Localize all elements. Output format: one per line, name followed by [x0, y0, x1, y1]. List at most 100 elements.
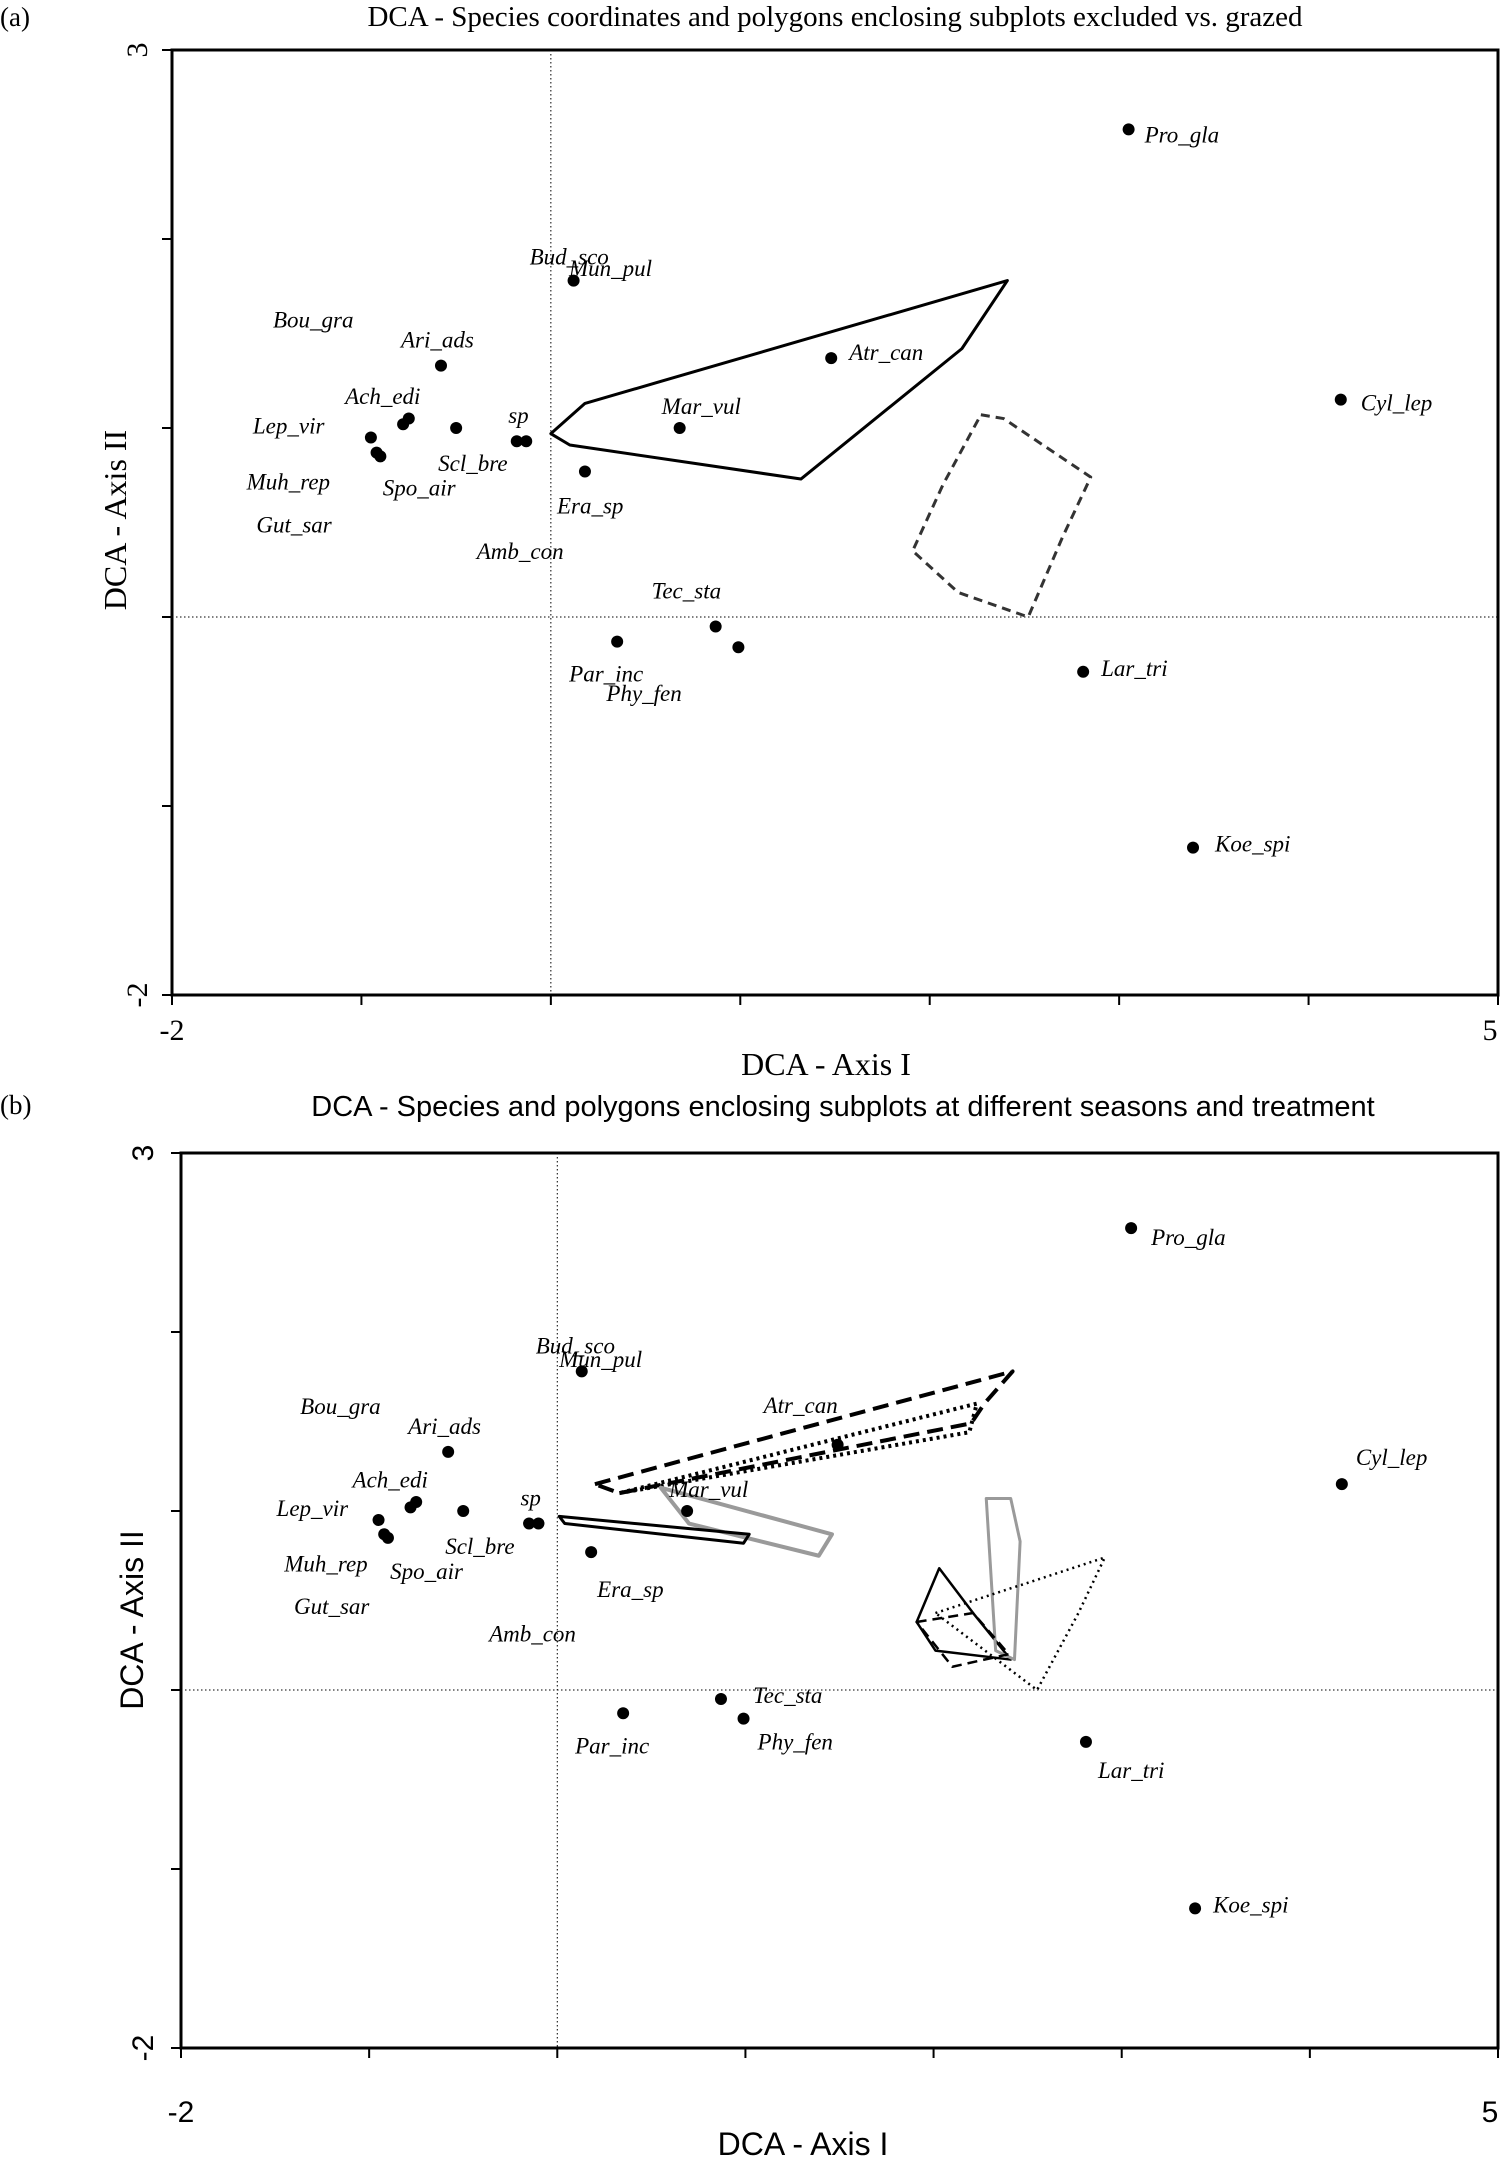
species-label-ach_edi: Ach_edi: [351, 1467, 428, 1492]
species-point-lep_vir: [372, 1513, 385, 1526]
species-label-phy_fen: Phy_fen: [757, 1730, 833, 1755]
polygon-solid-black: [549, 279, 1009, 481]
species-label-lep_vir: Lep_vir: [252, 413, 326, 438]
species-label-amb_con: Amb_con: [475, 539, 564, 564]
species-label-cyl_lep: Cyl_lep: [1361, 391, 1433, 416]
y-axis-label: DCA - Axis II: [97, 430, 133, 610]
species-label-lep_vir: Lep_vir: [276, 1496, 350, 1521]
species-point-gut_sar: [374, 450, 387, 463]
species-label-cyl_lep: Cyl_lep: [1356, 1445, 1428, 1470]
species-label-sp: sp: [508, 403, 528, 428]
species-point-lar_tri: [1079, 1735, 1092, 1748]
chart-title: DCA - Species coordinates and polygons e…: [367, 1, 1303, 33]
species-label-amb_con: Amb_con: [487, 1622, 576, 1647]
panel-b: (b) DCA - Species and polygons enclosing …: [0, 1090, 1500, 2160]
species-point-phy_fen: [737, 1712, 750, 1725]
species-point-par_inc: [611, 635, 624, 648]
species-point-scl_bre: [450, 422, 463, 434]
polygon-solid-black-thin: [915, 1567, 1012, 1661]
species-label-ari_ads: Ari_ads: [399, 328, 474, 353]
species-point-mar_vul: [681, 1505, 694, 1517]
species-label-muh_rep: Muh_rep: [246, 470, 330, 495]
polygon-dashed-black-thick: [592, 1369, 1015, 1496]
x-tick-label: -2: [160, 1014, 185, 1047]
species-label-ach_edi: Ach_edi: [343, 384, 420, 409]
species-label-phy_fen: Phy_fen: [605, 681, 681, 706]
species-label-mar_vul: Mar_vul: [668, 1477, 748, 1502]
species-label-gut_sar: Gut_sar: [294, 1594, 370, 1619]
species-point-scl_bre: [457, 1505, 470, 1517]
y-tick-label: 3: [121, 43, 154, 58]
species-label-ari_ads: Ari_ads: [406, 1414, 481, 1439]
species-point-par_inc: [617, 1707, 630, 1720]
species-label-atr_can: Atr_can: [847, 340, 923, 365]
x-tick-label: -2: [168, 2096, 195, 2129]
species-label-bou_gra: Bou_gra: [300, 1394, 381, 1419]
species-label-koe_spi: Koe_spi: [1214, 832, 1290, 857]
y-tick-label: -2: [121, 983, 154, 1008]
panel-a: (a) DCA - Species coordinates and polygon…: [0, 1, 1500, 1082]
y-tick-label: -2: [127, 2035, 160, 2062]
species-label-scl_bre: Scl_bre: [445, 1534, 514, 1559]
species-label-mar_vul: Mar_vul: [661, 394, 741, 419]
species-point-ari_ads: [442, 1445, 455, 1458]
species-label-mun_pul: Mun_pul: [568, 256, 652, 281]
species-point-atr_can: [831, 1438, 844, 1451]
polygon-solid-gray: [658, 1485, 834, 1558]
polygon-solid-gray-thin: [984, 1496, 1022, 1662]
species-point-koe_spi: [1189, 1902, 1202, 1915]
species-label-mun_pul: Mun_pul: [558, 1347, 642, 1372]
species-point-koe_spi: [1187, 841, 1200, 854]
species-point-bud_sco: [567, 274, 580, 287]
panel-letter: (b): [0, 1090, 31, 1120]
species-label-par_inc: Par_inc: [568, 662, 643, 687]
species-point-spo_air: [402, 412, 415, 425]
species-point-pro_gla: [1122, 123, 1135, 136]
species-point-bud_sco: [575, 1365, 588, 1378]
species-point-cyl_lep: [1335, 1478, 1348, 1491]
species-point-lep_vir: [364, 431, 377, 444]
chart-title: DCA - Species and polygons enclosing sub…: [311, 1091, 1374, 1123]
species-point-tec_sta: [709, 620, 722, 633]
species-label-pro_gla: Pro_gla: [1144, 122, 1220, 147]
species-label-spo_air: Spo_air: [390, 1559, 464, 1584]
y-axis-label: DCA - Axis II: [114, 1530, 150, 1710]
species-point-sp: [520, 435, 533, 448]
panel-letter: (a): [0, 2, 30, 32]
y-tick-label: 3: [127, 1145, 160, 1162]
polygon-dashed-black-thin: [915, 1611, 1011, 1668]
species-label-era_sp: Era_sp: [596, 1577, 663, 1602]
species-label-scl_bre: Scl_bre: [438, 451, 507, 476]
species-label-bud_sco: Bud_sco: [530, 245, 609, 270]
species-point-atr_can: [825, 352, 838, 365]
species-point-cyl_lep: [1334, 393, 1347, 406]
species-label-gut_sar: Gut_sar: [256, 512, 332, 537]
species-point-phy_fen: [732, 641, 745, 654]
species-point-amb_con: [510, 435, 523, 448]
plot-frame: [179, 1151, 1500, 2050]
polygon-dotted-black-thin: [934, 1556, 1107, 1692]
species-label-koe_spi: Koe_spi: [1212, 1892, 1288, 1917]
species-point-mar_vul: [673, 422, 686, 434]
species-label-pro_gla: Pro_gla: [1150, 1225, 1226, 1250]
x-axis-label: DCA - Axis I: [741, 1046, 911, 1082]
species-point-tec_sta: [714, 1692, 727, 1705]
plot-frame: [170, 48, 1500, 997]
species-label-bou_gra: Bou_gra: [273, 308, 354, 333]
species-label-par_inc: Par_inc: [574, 1733, 649, 1758]
x-tick-label: 5: [1483, 1014, 1498, 1047]
x-axis-label: DCA - Axis I: [718, 2126, 889, 2160]
species-point-pro_gla: [1125, 1222, 1138, 1235]
species-point-amb_con: [523, 1517, 536, 1530]
species-label-spo_air: Spo_air: [383, 476, 457, 501]
polygon-dotted-black-thick: [617, 1401, 979, 1496]
polygon-dashed-black: [911, 413, 1093, 619]
species-label-bud_sco: Bud_sco: [536, 1333, 615, 1358]
polygon-solid-black: [557, 1514, 751, 1545]
species-point-spo_air: [410, 1496, 423, 1509]
species-point-sp: [532, 1517, 545, 1530]
species-label-sp: sp: [520, 1486, 540, 1511]
species-label-muh_rep: Muh_rep: [283, 1551, 367, 1576]
species-label-atr_can: Atr_can: [762, 1393, 838, 1418]
